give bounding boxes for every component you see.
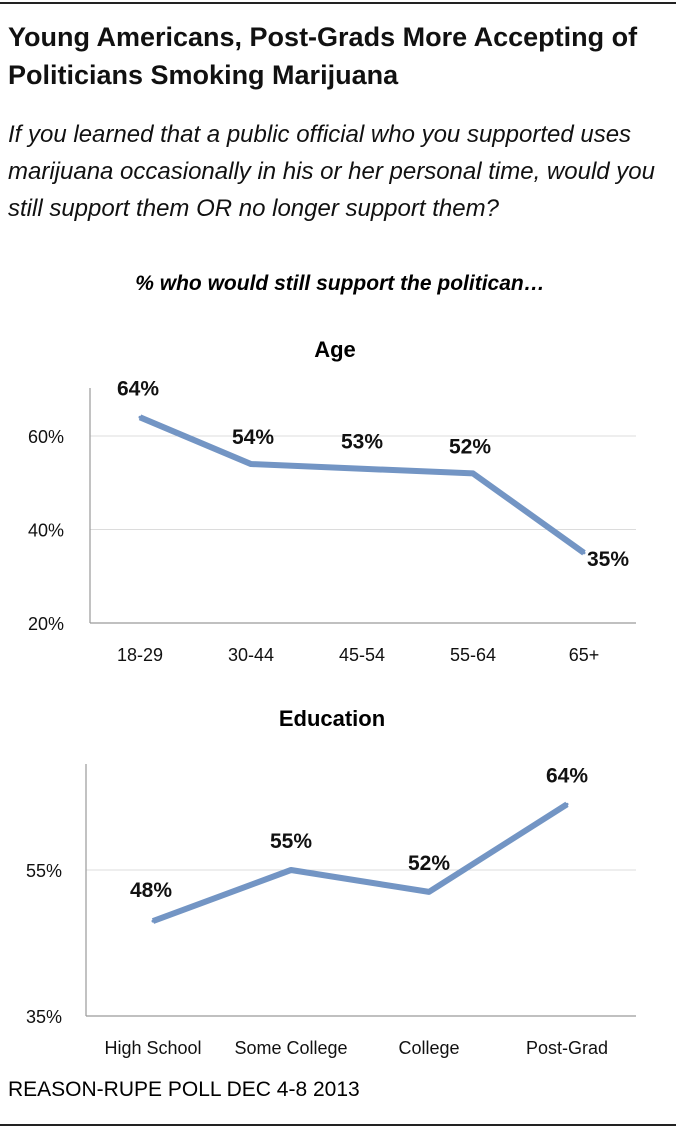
top-rule xyxy=(0,2,676,4)
education-chart: Education 35% 55% High School Some College Co… xyxy=(26,706,636,1058)
data-point xyxy=(427,890,431,894)
data-label: 52% xyxy=(408,852,450,875)
x-tick-label: 55-64 xyxy=(450,645,496,665)
series-line xyxy=(151,801,569,924)
data-label: 64% xyxy=(117,377,159,400)
x-tick-label: 65+ xyxy=(569,645,600,665)
data-label: 53% xyxy=(341,431,383,454)
data-point xyxy=(471,471,475,475)
data-label: 48% xyxy=(130,879,172,902)
data-point xyxy=(582,551,586,555)
bottom-rule xyxy=(0,1124,676,1126)
data-label: 52% xyxy=(449,435,491,458)
age-chart: Age 20% 40% 60% 18-29 30-44 45-54 55-64 65+ 64% 54… xyxy=(28,337,636,665)
y-tick-label: 40% xyxy=(28,521,64,541)
x-tick-label: Some College xyxy=(234,1038,347,1058)
data-label: 35% xyxy=(587,548,629,571)
x-tick-label: College xyxy=(398,1038,459,1058)
question-text: If you learned that a public official wh… xyxy=(8,121,655,222)
data-point xyxy=(360,467,364,471)
y-tick-label: 20% xyxy=(28,614,64,634)
y-tick-label: 60% xyxy=(28,427,64,447)
data-point xyxy=(565,802,569,806)
y-tick-label: 35% xyxy=(26,1007,62,1027)
x-tick-label: 18-29 xyxy=(117,645,163,665)
x-tick-label: Post-Grad xyxy=(526,1038,608,1058)
x-tick-label: 45-54 xyxy=(339,645,385,665)
chart-title: Age xyxy=(314,337,356,362)
chart-note: % who would still support the politican… xyxy=(135,272,545,295)
data-label: 55% xyxy=(270,830,312,853)
page-title: Young Americans, Post-Grads More Accepti… xyxy=(8,22,638,90)
data-point xyxy=(151,919,155,923)
y-tick-label: 55% xyxy=(26,861,62,881)
data-point xyxy=(249,462,253,466)
source-note: REASON-RUPE POLL DEC 4-8 2013 xyxy=(8,1078,360,1101)
data-label: 54% xyxy=(232,426,274,449)
data-point xyxy=(289,868,293,872)
x-tick-label: High School xyxy=(104,1038,201,1058)
chart-title: Education xyxy=(279,706,385,731)
data-point xyxy=(138,415,142,419)
data-label: 64% xyxy=(546,764,588,787)
x-tick-label: 30-44 xyxy=(228,645,274,665)
